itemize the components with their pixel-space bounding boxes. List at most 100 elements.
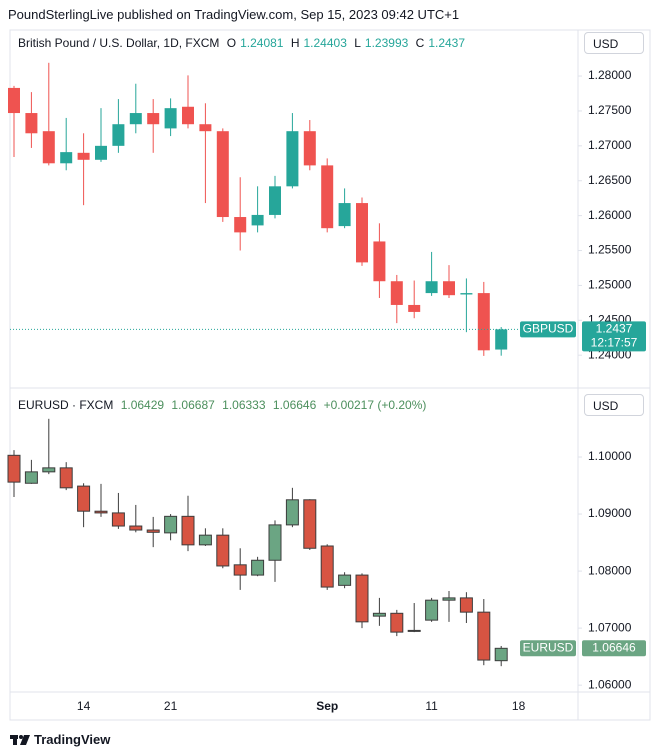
candle-body [111,512,125,527]
candle-body [147,113,160,125]
y-tick-label: 1.25500 [588,243,632,257]
legend-letter: H [290,36,300,50]
y-tick-label: 1.10000 [588,449,632,463]
price-tag-label: 1.06646 [592,640,636,654]
x-tick-label: 21 [164,699,178,713]
symbol-tag [520,640,576,657]
y-tick-label: 1.26500 [588,173,632,187]
footer-brand: TradingView [34,732,111,747]
candle-body [42,467,56,473]
candle-body [25,113,38,134]
y-tick-label: 1.28000 [588,68,632,82]
candle-body [356,203,368,263]
candle-body [164,515,178,534]
candle-body [303,131,316,166]
y-tick-label: 1.09000 [588,506,632,520]
currency-button[interactable]: USD [584,394,644,416]
candle-body [42,131,55,164]
countdown: 12:17:57 [591,336,638,350]
candle-body [181,515,195,546]
candle-body [146,529,160,533]
candle-body [372,612,386,617]
legend-letter: C [415,36,425,50]
candle-body [251,559,265,576]
y-tick-label: 1.06000 [588,677,632,691]
candle-body [338,574,352,586]
candle-body [129,113,142,125]
candle-body [216,534,230,567]
symbol-tag [520,321,576,338]
candle-body [425,599,439,621]
candle-body [77,485,91,512]
candle-body [338,203,351,227]
candle-body [390,612,404,633]
candle-body [407,629,421,632]
candle-body [129,525,143,531]
y-tick-label: 1.26000 [588,208,632,222]
legend-change: +0.00217 (+0.20%) [323,398,427,412]
candle-body [24,471,38,484]
candle-body [182,106,194,125]
price-tag-label: 1.2437 [596,322,633,336]
candle-body [373,241,386,282]
logo [10,735,30,745]
candle-body [494,647,508,662]
candle-body [8,87,20,114]
symbol-tag-label: EURUSD [523,640,574,654]
legend-letter: O [226,36,237,50]
candle-body [495,329,508,350]
candle-body [59,467,73,489]
y-tick-label: 1.27500 [588,103,632,117]
candle-body [216,131,229,218]
legend-title: EURUSD · FXCM [18,398,114,412]
candle-body [321,165,334,229]
candle-body [94,510,108,514]
legend-value: 1.24403 [303,36,347,50]
candle-body [477,611,491,661]
candle-body [198,534,212,546]
y-tick-label: 1.08000 [588,563,632,577]
candle-body [286,131,299,187]
x-tick-label: 14 [77,699,91,713]
y-tick-label: 1.25000 [588,278,632,292]
x-tick-label: 11 [425,699,438,713]
candle-body [234,217,247,233]
price-tag [582,640,646,657]
legend-value: 1.2437 [428,36,466,50]
candle-body [164,108,177,129]
header-title: PoundSterlingLive published on TradingVi… [8,7,460,22]
legend-value: 1.06687 [171,398,215,412]
candle-body [269,186,281,215]
candle-body [60,152,73,164]
candle-body [425,281,438,294]
candle-body [303,499,317,549]
legend-value: 1.06429 [120,398,165,412]
legend-title: British Pound / U.S. Dollar, 1D, FXCM [18,36,220,50]
candle-body [285,499,299,526]
candle-body [268,524,282,561]
candle-body [355,574,369,623]
candle-body [112,124,125,146]
candle-body [320,545,334,588]
candle-body [77,152,90,160]
candle-body [7,454,21,483]
candle-body [199,124,212,132]
legend-value: 1.06646 [272,398,317,412]
legend-value: 1.06333 [222,398,266,412]
symbol-tag-label: GBPUSD [523,322,574,336]
candle-body [442,597,456,601]
candle-body [251,214,264,226]
y-tick-label: 1.27000 [588,138,632,152]
candle-body [443,281,455,296]
currency-button[interactable]: USD [584,32,644,54]
candle-body [95,145,107,160]
legend: EURUSD · FXCM 1.06429 1.06687 1.06333 1.… [18,398,488,412]
frame [9,29,651,721]
x-tick-label: Sep [316,699,338,713]
candle-body [477,293,490,351]
legend-value: 1.24081 [240,36,284,50]
y-tick-label: 1.07000 [588,620,632,634]
candle-body [459,597,473,613]
